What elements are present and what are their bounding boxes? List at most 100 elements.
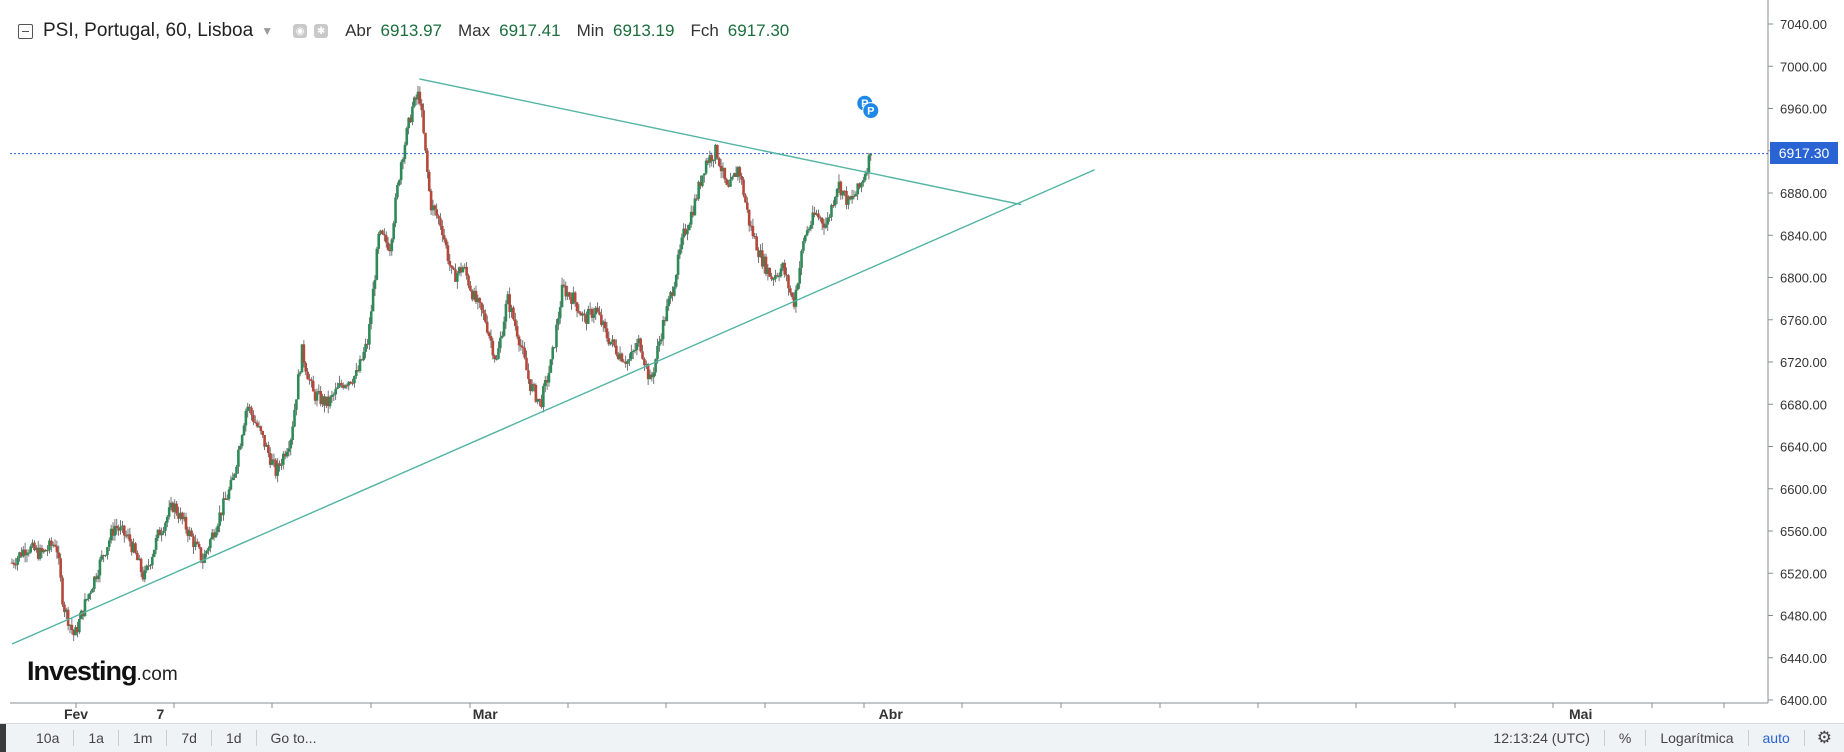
candle-body [697, 181, 700, 199]
candle-body [338, 383, 341, 388]
divider [1603, 730, 1605, 746]
candle-body [106, 547, 109, 556]
candle-body [502, 321, 506, 336]
eye-icon[interactable]: ◉ [293, 24, 308, 38]
candle-body [644, 364, 648, 366]
range-1m-button[interactable]: 1m [132, 730, 153, 746]
candle-body [448, 260, 452, 266]
auto-scale-toggle[interactable]: auto [1762, 730, 1790, 746]
candle-body [246, 406, 250, 411]
candle-body [72, 630, 76, 636]
candle-body [51, 544, 55, 546]
range-1y-button[interactable]: 1a [88, 730, 104, 746]
candle-body [504, 303, 508, 322]
candle-body [257, 426, 261, 428]
candle-body [173, 503, 177, 512]
candle-body [225, 498, 229, 500]
candle-body [802, 241, 805, 251]
high-label: Max [458, 21, 491, 40]
candle-body [78, 619, 81, 633]
candle-body [442, 235, 446, 240]
low-label: Min [576, 21, 604, 40]
candle-body [566, 292, 569, 297]
candle-body [122, 525, 126, 536]
goto-button[interactable]: Go to... [270, 730, 317, 746]
percent-toggle[interactable]: % [1618, 730, 1632, 746]
divider [1747, 730, 1749, 746]
log-scale-toggle[interactable]: Logarítmica [1660, 730, 1734, 746]
candle-body [775, 275, 779, 277]
candle-body [259, 426, 263, 432]
candle-body [383, 234, 386, 236]
price-chart[interactable]: 7040.007000.006960.006920.006880.006840.… [0, 0, 1844, 723]
candle-body [298, 372, 302, 375]
candle-body [182, 516, 186, 520]
candle-body [757, 250, 760, 258]
candle-body [485, 321, 489, 333]
candle-body [702, 173, 706, 176]
candle-body [179, 512, 182, 519]
candle-body [435, 209, 439, 216]
candle-body [126, 534, 130, 536]
settings-gear-icon[interactable]: ⚙ [1816, 728, 1832, 747]
candle-body [542, 386, 545, 408]
x-tick-label: Mai [1569, 706, 1592, 722]
y-tick-label: 6720.00 [1780, 355, 1827, 370]
candle-body [311, 380, 315, 392]
candle-body [244, 410, 248, 426]
range-1d-button[interactable]: 1d [225, 730, 242, 746]
candle-body [564, 285, 568, 297]
candle-body [527, 370, 530, 380]
candle-body [83, 599, 87, 617]
candle-body [317, 391, 321, 393]
candle-body [354, 370, 358, 377]
candle-body [781, 262, 785, 269]
candle-body [201, 560, 205, 563]
candle-body [293, 409, 296, 427]
candle-body [223, 498, 227, 500]
chevron-down-icon[interactable]: ▼ [261, 24, 274, 38]
candle-body [401, 158, 405, 163]
logo-suffix: .com [136, 664, 178, 685]
candle-body [16, 557, 19, 565]
candle-body [44, 549, 47, 552]
candle-body [347, 381, 351, 386]
candle-body [222, 498, 225, 516]
candle-body [214, 532, 218, 538]
candle-body [725, 179, 729, 185]
candle-body [848, 196, 852, 200]
candle-body [409, 117, 412, 123]
symbol-title[interactable]: PSI, Portugal, 60, Lisboa [43, 20, 254, 41]
candle-body [482, 309, 485, 314]
utc-time[interactable]: 12:13:24 (UTC) [1493, 730, 1590, 746]
collapse-icon[interactable] [18, 23, 33, 39]
range-10y-button[interactable]: 10a [36, 730, 60, 746]
candle-body [147, 565, 150, 567]
y-tick-label: 6480.00 [1780, 609, 1827, 624]
gear-icon[interactable]: ✱ [314, 24, 329, 38]
candle-body [532, 384, 536, 386]
candle-body [693, 198, 697, 216]
candle-body [590, 309, 594, 318]
candle-body [255, 422, 259, 427]
candle-body [592, 314, 596, 318]
candle-body [164, 522, 167, 531]
candle-body [27, 552, 31, 554]
candle-body [265, 444, 268, 447]
y-tick-label: 6440.00 [1780, 651, 1827, 666]
range-7d-button[interactable]: 7d [181, 730, 197, 746]
candle-body [180, 512, 184, 520]
candle-body [20, 552, 23, 557]
candle-body [162, 530, 165, 534]
candle-body [306, 371, 309, 380]
candle-body [830, 204, 833, 217]
candle-body [203, 553, 207, 563]
candle-body [860, 182, 863, 188]
candle-body [798, 267, 801, 284]
candle-body [669, 292, 672, 299]
candle-body [310, 379, 313, 381]
candle-body [519, 345, 523, 347]
candle-body [861, 180, 865, 183]
candle-body [571, 292, 575, 304]
